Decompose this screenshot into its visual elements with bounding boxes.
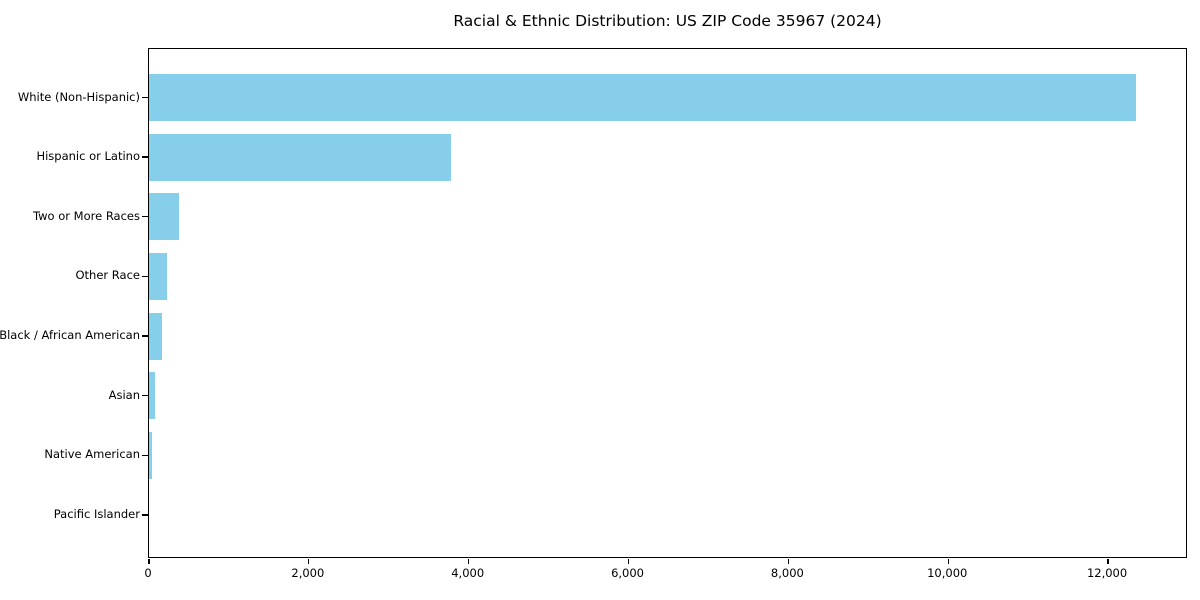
bar-black-african-american bbox=[149, 312, 162, 360]
x-tick-label: 2,000 bbox=[291, 566, 325, 580]
x-tick-label: 0 bbox=[144, 566, 152, 580]
x-tick-label: 12,000 bbox=[1086, 566, 1128, 580]
bar-other-race bbox=[149, 252, 167, 300]
bar-native-american bbox=[149, 431, 152, 479]
y-tick-label: Pacific Islander bbox=[53, 506, 140, 521]
bar-two-or-more-races bbox=[149, 193, 179, 241]
y-tick-mark bbox=[142, 335, 148, 337]
x-tick-label: 10,000 bbox=[927, 566, 968, 580]
y-tick-label: Asian bbox=[108, 387, 140, 402]
y-tick-mark bbox=[142, 96, 148, 99]
y-tick-mark bbox=[142, 275, 148, 278]
y-tick-label: Native American bbox=[44, 447, 140, 462]
y-tick-mark bbox=[142, 514, 148, 516]
y-tick-label: Black / African American bbox=[0, 328, 140, 343]
x-tick-mark bbox=[1107, 558, 1109, 564]
chart-title: Racial & Ethnic Distribution: US ZIP Cod… bbox=[453, 12, 882, 30]
x-tick-mark bbox=[627, 558, 630, 564]
y-tick-mark bbox=[142, 216, 148, 218]
x-tick-label: 4,000 bbox=[451, 566, 485, 580]
x-tick-label: 6,000 bbox=[611, 566, 644, 580]
x-tick-mark bbox=[947, 558, 949, 564]
y-tick-label: Other Race bbox=[75, 268, 141, 283]
y-tick-label: Two or More Races bbox=[33, 208, 140, 223]
y-tick-label: White (Non-Hispanic) bbox=[17, 89, 140, 104]
x-tick-mark bbox=[787, 558, 790, 564]
x-tick-mark bbox=[308, 558, 310, 564]
bar-white-non-hispanic bbox=[149, 74, 1137, 121]
x-tick-label: 8,000 bbox=[770, 566, 804, 580]
y-tick-label: Hispanic or Latino bbox=[36, 149, 140, 164]
plot-area bbox=[142, 48, 1187, 564]
y-tick-mark bbox=[142, 454, 148, 456]
y-tick-mark bbox=[142, 395, 148, 397]
bar-asian bbox=[149, 372, 155, 420]
bar-hispanic-or-latino bbox=[149, 133, 451, 181]
x-tick-mark bbox=[148, 558, 150, 564]
x-tick-mark bbox=[468, 558, 470, 564]
y-tick-mark bbox=[142, 156, 148, 158]
